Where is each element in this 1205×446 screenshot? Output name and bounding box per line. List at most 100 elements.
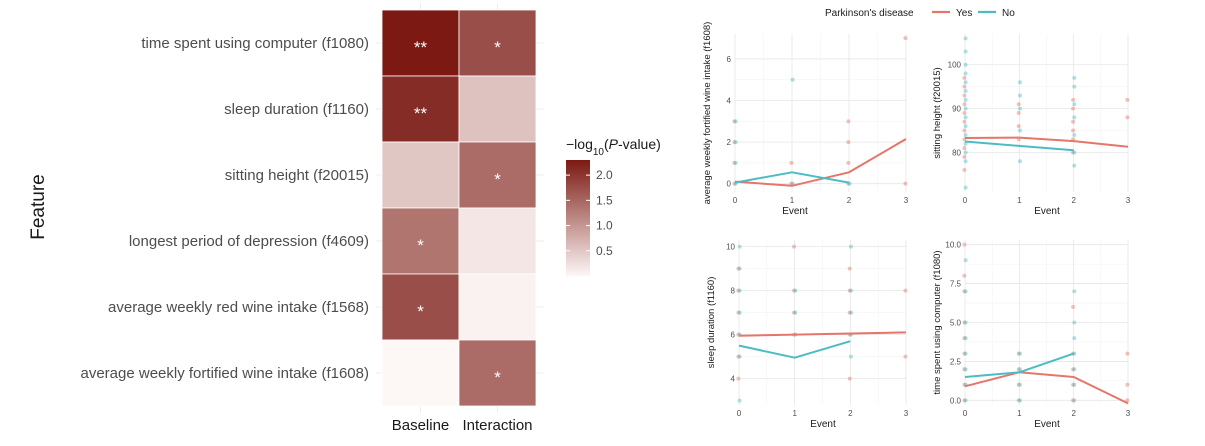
y-tick-label: 80 (952, 149, 961, 158)
point-yes (1125, 382, 1130, 387)
point-no (1072, 115, 1077, 120)
point-no (963, 49, 968, 54)
y-tick-label: average weekly fortified wine intake (f1… (81, 365, 370, 382)
y-tick-label: 100 (948, 61, 962, 70)
y-axis-title: sleep duration (f1160) (706, 277, 717, 369)
point-no (737, 266, 742, 271)
point-no (963, 97, 968, 102)
heatmap-cell (381, 9, 460, 77)
x-tick-label: 0 (963, 196, 968, 205)
y-tick-label: 10.0 (945, 241, 961, 250)
x-axis-title: Event (810, 419, 836, 430)
x-tick-label: 2 (847, 196, 852, 205)
point-no (963, 150, 968, 155)
point-no (963, 367, 968, 372)
point-yes (736, 310, 741, 315)
y-tick-label: 4 (727, 97, 732, 106)
point-yes (736, 288, 741, 293)
point-yes (1016, 382, 1021, 387)
point-no (1072, 75, 1077, 80)
point-yes (792, 288, 797, 293)
y-tick-label: longest period of depression (f4609) (129, 233, 369, 250)
series-line-no (738, 340, 851, 359)
colorbar-tick-label: 0.5 (596, 244, 613, 258)
point-no (963, 115, 968, 120)
point-yes (903, 354, 908, 359)
point-yes (962, 75, 967, 80)
point-no (963, 336, 968, 341)
point-no (1017, 382, 1022, 387)
point-yes (1071, 367, 1076, 372)
colorbar-title-part: −log (566, 136, 593, 152)
point-yes (847, 310, 852, 315)
point-no (963, 141, 968, 146)
point-no (963, 80, 968, 85)
point-no (733, 160, 738, 165)
y-axis-title: average weekly fortified wine intake (f1… (702, 22, 713, 205)
colorbar-tick-label: 1.5 (596, 193, 613, 207)
point-yes (962, 320, 967, 325)
point-no (733, 140, 738, 145)
point-yes (846, 160, 851, 165)
y-tick-label: average weekly red wine intake (f1568) (108, 299, 369, 316)
point-no (1072, 398, 1077, 403)
heatmap-cell (381, 339, 460, 407)
point-yes (962, 273, 967, 278)
y-tick-label: 7.5 (950, 280, 962, 289)
point-no (1072, 84, 1077, 89)
x-axis-title: Event (782, 206, 808, 217)
x-tick-label: 1 (792, 409, 797, 418)
point-no (737, 398, 742, 403)
point-yes (736, 376, 741, 381)
series-line-no (964, 140, 1074, 152)
y-tick-label: 0 (727, 180, 732, 189)
point-yes (962, 146, 967, 151)
point-yes (1071, 150, 1076, 155)
point-no (737, 310, 742, 315)
colorbar-tick-label: 1.0 (596, 219, 613, 233)
point-no (1072, 320, 1077, 325)
series-line-yes (964, 371, 1129, 405)
point-yes (962, 93, 967, 98)
significance-mark: * (494, 38, 501, 57)
y-tick-label: 6 (727, 55, 732, 64)
point-yes (847, 266, 852, 271)
point-yes (736, 354, 741, 359)
point-yes (962, 242, 967, 247)
point-no (963, 351, 968, 356)
y-tick-label: 6 (731, 331, 736, 340)
point-yes (1071, 119, 1076, 124)
point-yes (792, 244, 797, 249)
point-no (1017, 106, 1022, 111)
point-yes (962, 289, 967, 294)
heatmap-cell (381, 273, 460, 341)
point-yes (962, 84, 967, 89)
point-no (1072, 132, 1077, 137)
point-no (737, 354, 742, 359)
point-no (848, 244, 853, 249)
legend-title: Parkinson's disease (825, 8, 914, 19)
significance-mark: ** (414, 104, 428, 123)
significance-mark: * (417, 236, 424, 255)
significance-mark: * (494, 170, 501, 189)
legend-label: No (1002, 8, 1015, 19)
x-tick-label: 3 (1126, 196, 1131, 205)
point-no (963, 36, 968, 41)
point-no (848, 310, 853, 315)
heatmap-cell (458, 75, 537, 143)
point-yes (736, 266, 741, 271)
colorbar-tick-label: 2.0 (596, 168, 613, 182)
x-tick-label: 0 (963, 409, 968, 418)
point-yes (962, 111, 967, 115)
point-yes (847, 376, 852, 381)
point-yes (1125, 115, 1130, 120)
point-no (963, 132, 968, 137)
line-panel-2: 0 1 2 3 80 90 100 Event sitting height (f20015) (932, 34, 1131, 217)
point-no (963, 89, 968, 94)
point-yes (732, 140, 737, 145)
x-tick-label: 1 (790, 196, 795, 205)
point-no (1017, 351, 1022, 356)
y-tick-label: 2.5 (950, 357, 962, 366)
point-yes (1071, 382, 1076, 387)
series-line-no (964, 352, 1075, 378)
